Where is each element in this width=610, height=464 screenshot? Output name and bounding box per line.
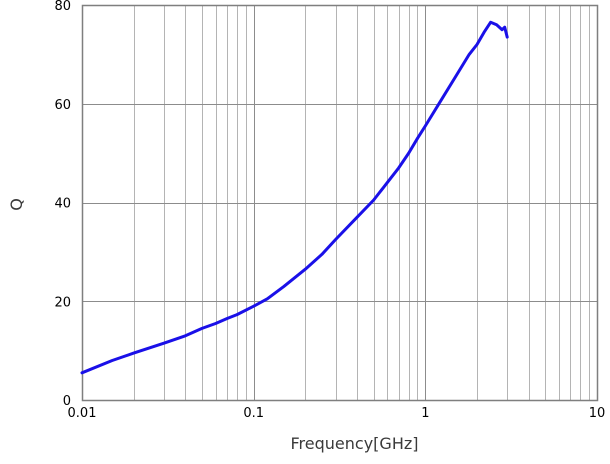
x-tick-labels: 0.01 0.1 1 10 [68, 406, 606, 421]
x-tick-label: 0.01 [68, 406, 97, 421]
y-tick-label: 60 [54, 98, 71, 113]
y-tick-label: 0 [63, 394, 71, 409]
y-axis-label: Q [7, 198, 26, 211]
y-tick-label: 80 [54, 0, 71, 14]
series-layer [80, 20, 509, 375]
x-tick-label: 10 [589, 406, 606, 421]
x-tick-label: 1 [421, 406, 429, 421]
plot-frame [81, 4, 599, 402]
y-tick-label: 20 [54, 295, 71, 310]
x-axis-label: Frequency[GHz] [291, 434, 419, 453]
minor-gridlines [134, 5, 590, 400]
x-tick-label: 0.1 [243, 406, 264, 421]
y-tick-label: 40 [54, 197, 71, 212]
y-tick-labels: 0 20 40 60 80 [54, 0, 71, 409]
series-line-0 [80, 20, 509, 375]
